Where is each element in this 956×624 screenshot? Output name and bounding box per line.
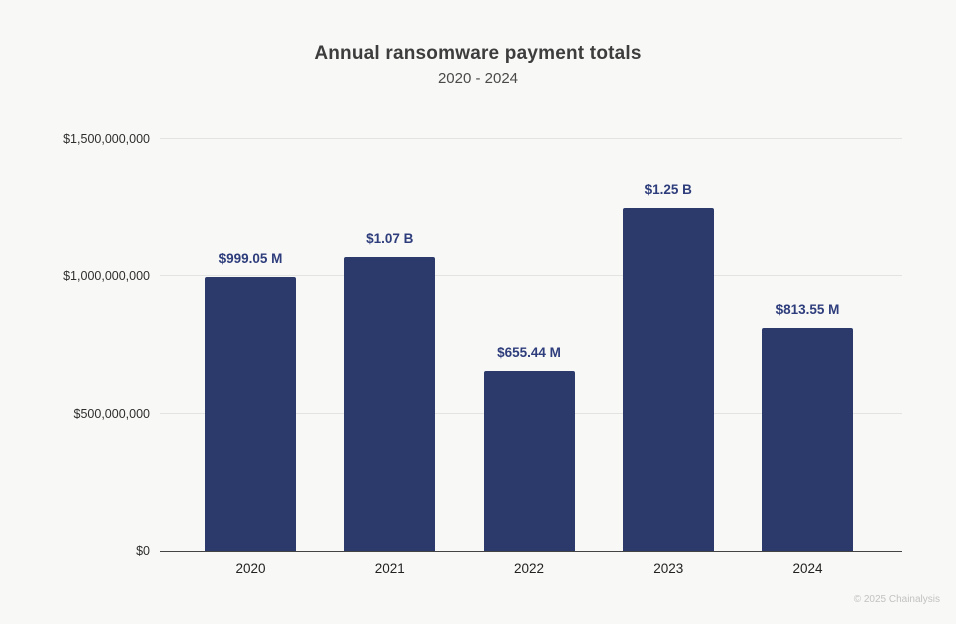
value-label-2022: $655.44 M: [497, 344, 561, 360]
bar-2020: [205, 276, 296, 551]
x-axis-tick-label-2023: 2023: [653, 561, 684, 576]
y-axis-tick-label: $1,500,000,000: [63, 132, 150, 146]
bar-2022: [483, 370, 575, 551]
bar-2021: [344, 257, 436, 551]
y-axis-tick-label: $0: [136, 544, 150, 558]
value-label-2024: $813.55 M: [775, 301, 840, 317]
copyright-credit: © 2025 Chainalysis: [853, 594, 940, 605]
x-axis-tick-label-2022: 2022: [513, 561, 545, 576]
x-axis-tick-label-2024: 2024: [792, 561, 823, 576]
value-label-2020: $999.05 M: [218, 250, 283, 266]
x-axis-line: [160, 551, 902, 552]
bar-2023: [622, 207, 714, 551]
gridline-1500000000: [160, 138, 902, 139]
chart-title: Annual ransomware payment totals: [314, 43, 642, 64]
plot-area: $0 $500,000,000 $1,000,000,000 $1,500,000,0…: [63, 132, 902, 576]
x-axis-tick-label-2020: 2020: [235, 561, 266, 576]
value-label-2021: $1.07 B: [366, 231, 414, 247]
value-label-2023: $1.25 B: [644, 181, 692, 197]
chart-subtitle: 2020 - 2024: [437, 70, 519, 87]
bar-2024: [762, 327, 853, 551]
y-axis-tick-label: $500,000,000: [73, 406, 150, 421]
gridline-1000000000: [160, 275, 902, 277]
y-axis-tick-label: $1,000,000,000: [63, 269, 150, 284]
x-axis-tick-label-2021: 2021: [374, 561, 405, 576]
